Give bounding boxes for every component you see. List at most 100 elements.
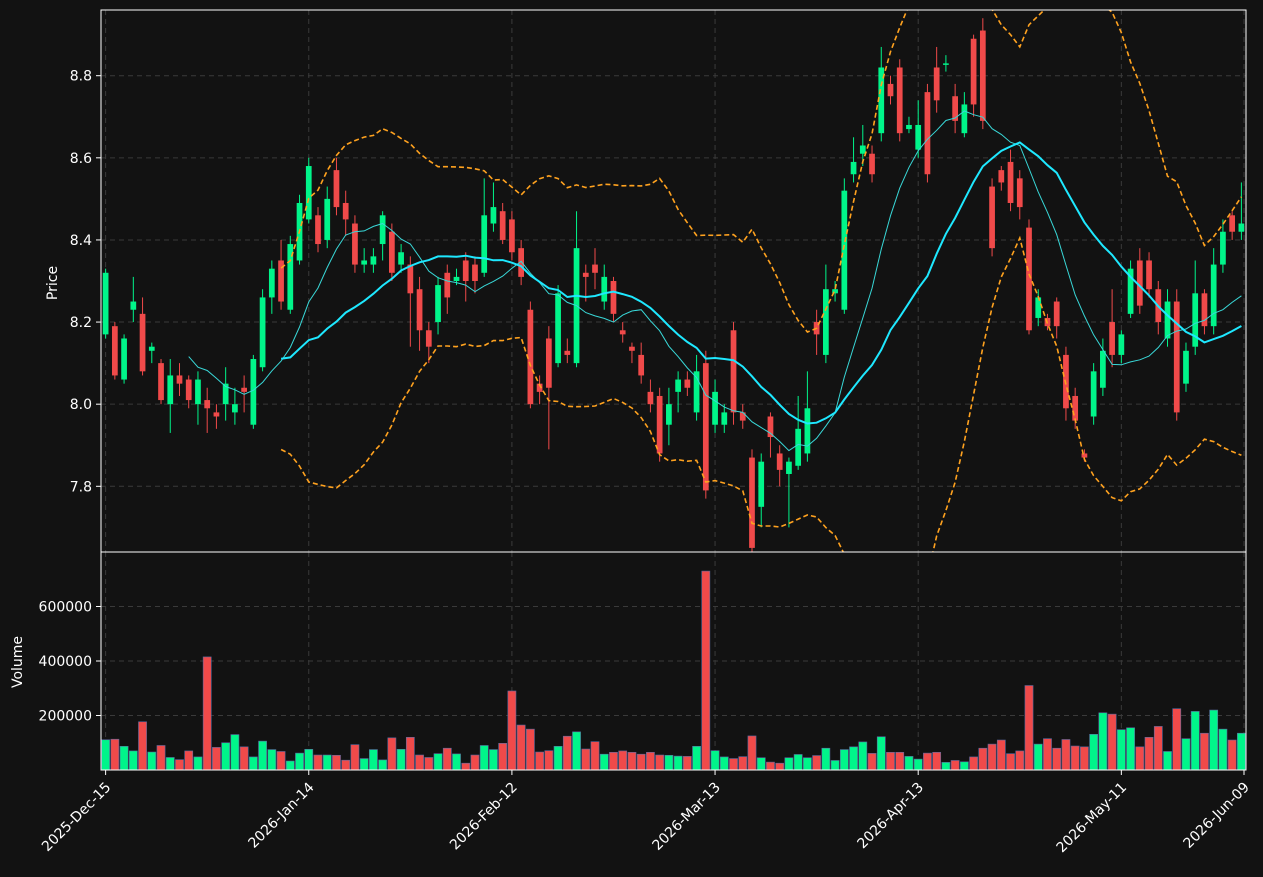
volume-bar	[775, 762, 785, 771]
volume-bar	[756, 757, 766, 771]
candle-body	[472, 264, 478, 281]
volume-bar	[369, 749, 378, 771]
volume-bar	[1070, 745, 1080, 771]
candle-body	[462, 260, 469, 281]
volume-bar	[839, 749, 849, 771]
volume-bar	[950, 760, 960, 771]
volume-bar	[322, 754, 332, 771]
volume-y-axis: 200000 400000 600000	[39, 600, 101, 725]
candle-body	[435, 285, 441, 323]
volume-bar	[341, 759, 351, 771]
volume-bar	[1144, 736, 1154, 771]
volume-bar	[599, 753, 609, 771]
candle-body	[425, 330, 432, 347]
volume-bar	[165, 757, 175, 771]
price-tick-label: 8.8	[70, 69, 92, 85]
candle-body	[1127, 268, 1134, 314]
volume-bar	[1107, 713, 1117, 771]
volume-bar	[221, 742, 231, 771]
volume-bar	[1190, 711, 1200, 771]
volume-bar	[821, 747, 831, 771]
candle-body	[287, 244, 294, 310]
price-tick-label: 8.2	[70, 315, 92, 331]
candle-body	[1164, 301, 1171, 339]
volume-grid	[101, 552, 1246, 770]
sma-fast-line	[188, 110, 1242, 452]
candle-body	[1053, 301, 1060, 327]
volume-bar	[332, 754, 341, 771]
volume-bar	[544, 750, 554, 771]
candle-body	[767, 416, 774, 438]
candle-body	[1081, 453, 1088, 458]
volume-bar	[415, 754, 424, 771]
volume-bar	[128, 750, 138, 771]
candle-body	[989, 186, 995, 249]
volume-bar	[350, 744, 360, 771]
candle-body	[739, 412, 746, 421]
candle-body	[619, 330, 626, 335]
candle-body	[702, 363, 709, 491]
candle-body	[268, 268, 275, 298]
candle-body	[850, 161, 857, 175]
volume-bar	[1116, 729, 1126, 771]
candle-body	[453, 276, 460, 281]
volume-bar	[858, 741, 868, 771]
volume-bar	[913, 758, 923, 771]
volume-bar	[1024, 685, 1034, 771]
candle-body	[148, 346, 155, 351]
candle-body	[499, 211, 506, 240]
candle-body	[1072, 395, 1079, 421]
volume-bar	[1126, 727, 1135, 771]
volume-bar	[1033, 743, 1043, 771]
candle-body	[444, 272, 451, 298]
candle-body	[352, 223, 358, 265]
candle-body	[684, 379, 691, 388]
candle-body	[933, 67, 940, 101]
candle-body	[795, 428, 802, 466]
candle-body	[204, 400, 211, 409]
volume-bar	[1061, 739, 1071, 771]
volume-bar	[636, 753, 646, 771]
volume-bar	[1015, 750, 1025, 771]
price-y-axis: 7.8 8.0 8.2 8.4 8.6 8.8	[70, 69, 101, 495]
candle-body	[324, 198, 331, 240]
volume-bar	[387, 737, 397, 771]
volume-bar	[516, 724, 526, 771]
volume-bar	[405, 736, 415, 771]
volume-bar	[1218, 728, 1228, 771]
candle-body	[952, 96, 958, 121]
candle-body	[259, 297, 266, 368]
candle-body	[786, 461, 792, 474]
volume-bar	[267, 749, 277, 771]
candle-body	[638, 354, 645, 376]
candle-body	[232, 404, 238, 413]
candle-body	[841, 190, 848, 310]
candle-body	[342, 202, 349, 220]
volume-bar	[987, 743, 997, 771]
volume-bar	[849, 746, 858, 771]
volume-tick-label: 400000	[39, 654, 92, 670]
candle-body	[610, 281, 617, 314]
volume-bar	[295, 752, 304, 771]
candle-body	[379, 215, 386, 245]
volume-bar	[1006, 753, 1015, 771]
volume-bar	[812, 755, 821, 771]
candle-body	[822, 289, 829, 355]
candle-body	[121, 338, 127, 380]
candle-body	[1016, 178, 1023, 208]
price-marks	[102, 18, 1245, 552]
volume-bar	[1200, 732, 1209, 771]
volume-bar	[590, 741, 600, 771]
candle-body	[241, 387, 247, 392]
candle-body	[509, 219, 515, 253]
candle-body	[102, 272, 109, 335]
candle-body	[666, 404, 672, 425]
candle-body	[398, 252, 404, 265]
candle-body	[139, 313, 146, 372]
volume-bar	[1098, 712, 1108, 771]
volume-bar	[572, 731, 581, 771]
candle-body	[305, 166, 312, 220]
volume-bar	[701, 570, 711, 771]
